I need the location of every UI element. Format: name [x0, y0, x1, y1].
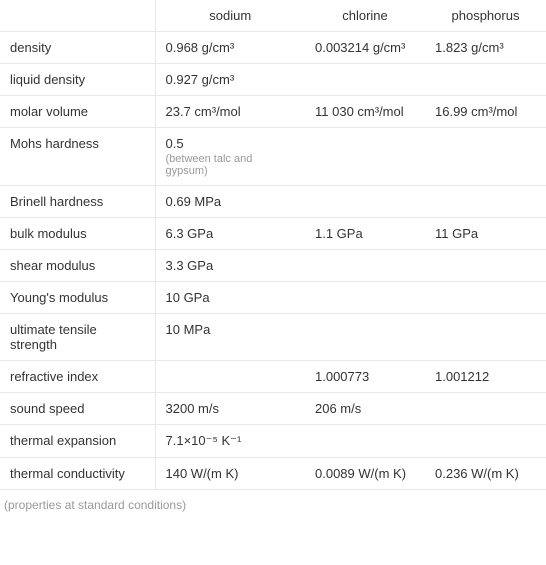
table-row: molar volume 23.7 cm³/mol 11 030 cm³/mol…	[0, 96, 546, 128]
cell-phosphorus: 16.99 cm³/mol	[425, 96, 546, 128]
cell-phosphorus	[425, 128, 546, 186]
cell-subnote: (between talc and gypsum)	[166, 153, 296, 177]
cell-phosphorus	[425, 425, 546, 458]
row-label: shear modulus	[0, 250, 155, 282]
cell-chlorine	[305, 314, 425, 361]
row-label: thermal conductivity	[0, 458, 155, 490]
footer-note: (properties at standard conditions)	[0, 490, 546, 520]
cell-chlorine: 1.1 GPa	[305, 218, 425, 250]
cell-sodium: 6.3 GPa	[155, 218, 305, 250]
cell-phosphorus: 0.236 W/(m K)	[425, 458, 546, 490]
cell-chlorine	[305, 64, 425, 96]
cell-chlorine: 206 m/s	[305, 393, 425, 425]
cell-chlorine	[305, 282, 425, 314]
cell-sodium: 23.7 cm³/mol	[155, 96, 305, 128]
row-label: Brinell hardness	[0, 186, 155, 218]
row-label: Young's modulus	[0, 282, 155, 314]
cell-chlorine: 11 030 cm³/mol	[305, 96, 425, 128]
cell-chlorine: 1.000773	[305, 361, 425, 393]
cell-phosphorus	[425, 314, 546, 361]
table-row: Brinell hardness 0.69 MPa	[0, 186, 546, 218]
cell-sodium: 7.1×10⁻⁵ K⁻¹	[155, 425, 305, 458]
cell-sodium: 0.69 MPa	[155, 186, 305, 218]
row-label: thermal expansion	[0, 425, 155, 458]
table-row: thermal expansion 7.1×10⁻⁵ K⁻¹	[0, 425, 546, 458]
cell-sodium: 10 MPa	[155, 314, 305, 361]
row-label: liquid density	[0, 64, 155, 96]
table-row: ultimate tensile strength 10 MPa	[0, 314, 546, 361]
table-body: density 0.968 g/cm³ 0.003214 g/cm³ 1.823…	[0, 32, 546, 490]
header-empty	[0, 0, 155, 32]
row-label: bulk modulus	[0, 218, 155, 250]
cell-chlorine	[305, 250, 425, 282]
cell-phosphorus	[425, 64, 546, 96]
properties-table: sodium chlorine phosphorus density 0.968…	[0, 0, 546, 490]
cell-sodium	[155, 361, 305, 393]
cell-sodium: 0.968 g/cm³	[155, 32, 305, 64]
table-row: Young's modulus 10 GPa	[0, 282, 546, 314]
cell-chlorine	[305, 186, 425, 218]
cell-sodium: 0.5 (between talc and gypsum)	[155, 128, 305, 186]
cell-phosphorus	[425, 393, 546, 425]
cell-chlorine: 0.0089 W/(m K)	[305, 458, 425, 490]
row-label: ultimate tensile strength	[0, 314, 155, 361]
table-row: shear modulus 3.3 GPa	[0, 250, 546, 282]
table-row: liquid density 0.927 g/cm³	[0, 64, 546, 96]
table-row: sound speed 3200 m/s 206 m/s	[0, 393, 546, 425]
cell-sodium: 140 W/(m K)	[155, 458, 305, 490]
header-chlorine: chlorine	[305, 0, 425, 32]
table-row: Mohs hardness 0.5 (between talc and gyps…	[0, 128, 546, 186]
row-label: sound speed	[0, 393, 155, 425]
cell-phosphorus: 11 GPa	[425, 218, 546, 250]
header-row: sodium chlorine phosphorus	[0, 0, 546, 32]
cell-value: 0.5	[166, 136, 184, 151]
table-row: bulk modulus 6.3 GPa 1.1 GPa 11 GPa	[0, 218, 546, 250]
row-label: density	[0, 32, 155, 64]
cell-phosphorus: 1.001212	[425, 361, 546, 393]
cell-sodium: 3.3 GPa	[155, 250, 305, 282]
header-sodium: sodium	[155, 0, 305, 32]
cell-phosphorus: 1.823 g/cm³	[425, 32, 546, 64]
row-label: refractive index	[0, 361, 155, 393]
row-label: molar volume	[0, 96, 155, 128]
cell-phosphorus	[425, 282, 546, 314]
cell-phosphorus	[425, 186, 546, 218]
header-phosphorus: phosphorus	[425, 0, 546, 32]
cell-sodium: 10 GPa	[155, 282, 305, 314]
table-row: refractive index 1.000773 1.001212	[0, 361, 546, 393]
cell-chlorine	[305, 128, 425, 186]
row-label: Mohs hardness	[0, 128, 155, 186]
cell-phosphorus	[425, 250, 546, 282]
cell-chlorine: 0.003214 g/cm³	[305, 32, 425, 64]
cell-sodium: 0.927 g/cm³	[155, 64, 305, 96]
cell-sodium: 3200 m/s	[155, 393, 305, 425]
table-row: thermal conductivity 140 W/(m K) 0.0089 …	[0, 458, 546, 490]
cell-chlorine	[305, 425, 425, 458]
table-row: density 0.968 g/cm³ 0.003214 g/cm³ 1.823…	[0, 32, 546, 64]
